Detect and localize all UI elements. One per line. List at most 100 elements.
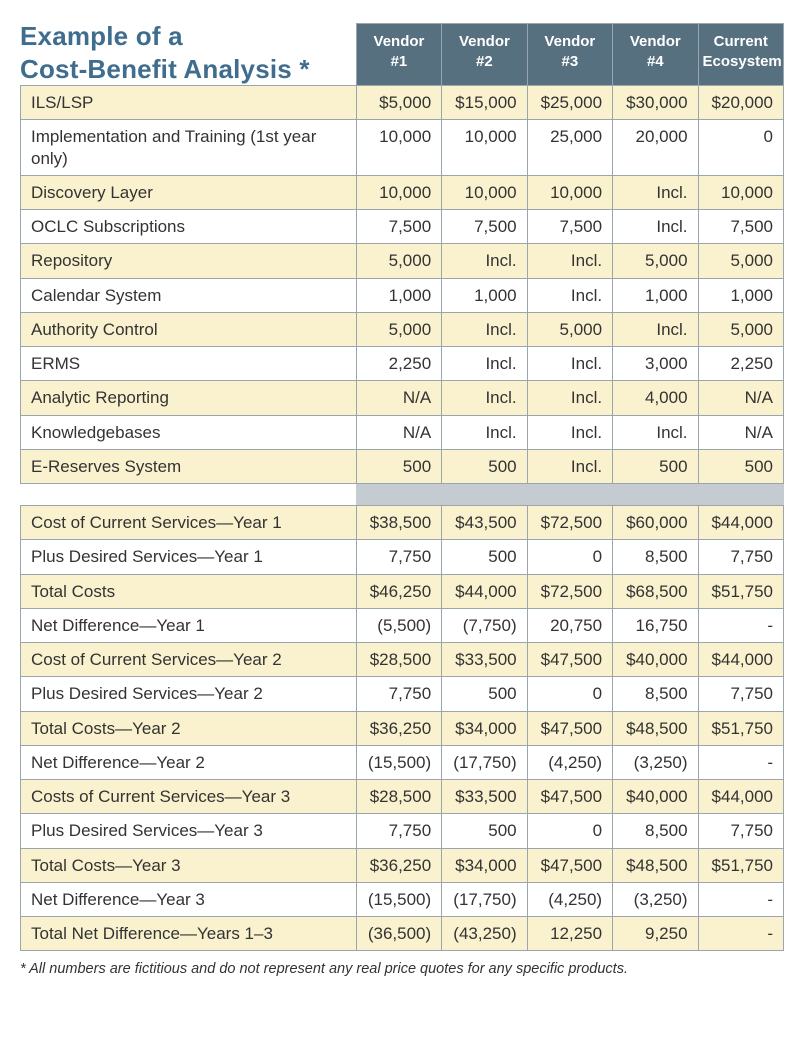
cell-value: $25,000 — [527, 86, 612, 120]
cell-value: $33,500 — [442, 643, 527, 677]
table-row: Analytic ReportingN/AIncl.Incl.4,000N/A — [21, 381, 784, 415]
cell-value: 25,000 — [527, 120, 612, 176]
cell-value: 8,500 — [613, 677, 698, 711]
table-row: E-Reserves System500500Incl.500500 — [21, 449, 784, 483]
cell-value: $47,500 — [527, 848, 612, 882]
cell-value: $51,750 — [698, 574, 783, 608]
cell-value: $40,000 — [613, 643, 698, 677]
cell-value: $36,250 — [356, 711, 441, 745]
cell-value: $34,000 — [442, 848, 527, 882]
cell-value: 12,250 — [527, 917, 612, 951]
cell-value: $36,250 — [356, 848, 441, 882]
cell-value: Incl. — [613, 415, 698, 449]
table-row: Plus Desired Services—Year 17,75050008,5… — [21, 540, 784, 574]
cell-value: $72,500 — [527, 574, 612, 608]
cell-value: N/A — [698, 415, 783, 449]
cell-value: 500 — [442, 677, 527, 711]
cell-value: $5,000 — [356, 86, 441, 120]
table-row: Net Difference—Year 2(15,500)(17,750)(4,… — [21, 745, 784, 779]
cell-value: 10,000 — [698, 175, 783, 209]
cell-value: 16,750 — [613, 608, 698, 642]
cell-value: Incl. — [442, 347, 527, 381]
cell-value: 5,000 — [356, 312, 441, 346]
cell-value: $72,500 — [527, 506, 612, 540]
row-label: Discovery Layer — [21, 175, 357, 209]
row-label: Plus Desired Services—Year 1 — [21, 540, 357, 574]
cell-value: N/A — [356, 381, 441, 415]
cell-value: Incl. — [442, 244, 527, 278]
table-row: Cost of Current Services—Year 2$28,500$3… — [21, 643, 784, 677]
cell-value: 7,750 — [698, 540, 783, 574]
cell-value: Incl. — [527, 244, 612, 278]
cell-value: Incl. — [613, 175, 698, 209]
cell-value: $60,000 — [613, 506, 698, 540]
row-label: Knowledgebases — [21, 415, 357, 449]
cell-value: $47,500 — [527, 643, 612, 677]
cell-value: 0 — [527, 814, 612, 848]
col-header: Vendor#1 — [356, 24, 441, 86]
table-row: Calendar System1,0001,000Incl.1,0001,000 — [21, 278, 784, 312]
table-row: Total Costs—Year 2$36,250$34,000$47,500$… — [21, 711, 784, 745]
title-line-1: Example of a — [20, 21, 183, 51]
table-row: Authority Control5,000Incl.5,000Incl.5,0… — [21, 312, 784, 346]
cell-value: 7,750 — [698, 814, 783, 848]
table-row: Net Difference—Year 3(15,500)(17,750)(4,… — [21, 882, 784, 916]
cell-value: 7,750 — [356, 540, 441, 574]
row-label: ERMS — [21, 347, 357, 381]
cell-value: $28,500 — [356, 643, 441, 677]
row-label: Net Difference—Year 1 — [21, 608, 357, 642]
row-label: ILS/LSP — [21, 86, 357, 120]
cell-value: 500 — [442, 449, 527, 483]
cell-value: Incl. — [527, 347, 612, 381]
cell-value: 0 — [527, 540, 612, 574]
cell-value: Incl. — [613, 312, 698, 346]
cell-value: 7,500 — [698, 210, 783, 244]
cell-value: 9,250 — [613, 917, 698, 951]
row-label: Implementation and Training (1st year on… — [21, 120, 357, 176]
cell-value: 1,000 — [442, 278, 527, 312]
cell-value: (5,500) — [356, 608, 441, 642]
cell-value: Incl. — [613, 210, 698, 244]
col-header: Vendor#4 — [613, 24, 698, 86]
cell-value: 2,250 — [698, 347, 783, 381]
cell-value: 10,000 — [527, 175, 612, 209]
cell-value: 500 — [442, 540, 527, 574]
table-row: Net Difference—Year 1(5,500)(7,750)20,75… — [21, 608, 784, 642]
cost-benefit-table-wrap: Vendor#1 Vendor#2 Vendor#3 Vendor#4 Curr… — [20, 23, 784, 951]
cell-value: $33,500 — [442, 780, 527, 814]
cell-value: (15,500) — [356, 745, 441, 779]
cell-value: 7,500 — [442, 210, 527, 244]
cell-value: 7,750 — [356, 814, 441, 848]
col-header: Vendor#3 — [527, 24, 612, 86]
table-row: Plus Desired Services—Year 37,75050008,5… — [21, 814, 784, 848]
cell-value: 0 — [527, 677, 612, 711]
cell-value: 20,750 — [527, 608, 612, 642]
row-label: Total Net Difference—Years 1–3 — [21, 917, 357, 951]
row-label: Authority Control — [21, 312, 357, 346]
row-label: Analytic Reporting — [21, 381, 357, 415]
cell-value: (17,750) — [442, 882, 527, 916]
table-row: Repository5,000Incl.Incl.5,0005,000 — [21, 244, 784, 278]
cell-value: Incl. — [442, 312, 527, 346]
cell-value: $20,000 — [698, 86, 783, 120]
row-label: Total Costs — [21, 574, 357, 608]
table-row: Implementation and Training (1st year on… — [21, 120, 784, 176]
cell-value: (15,500) — [356, 882, 441, 916]
spacer-cell — [21, 484, 357, 506]
row-label: Calendar System — [21, 278, 357, 312]
cell-value: 5,000 — [527, 312, 612, 346]
cell-value: (3,250) — [613, 745, 698, 779]
cell-value: $44,000 — [698, 643, 783, 677]
cell-value: (17,750) — [442, 745, 527, 779]
cell-value: $38,500 — [356, 506, 441, 540]
cell-value: (3,250) — [613, 882, 698, 916]
cell-value: - — [698, 745, 783, 779]
spacer-row — [21, 484, 784, 506]
cell-value: 1,000 — [356, 278, 441, 312]
cell-value: 5,000 — [698, 244, 783, 278]
cell-value: 10,000 — [356, 175, 441, 209]
table-row: ILS/LSP$5,000$15,000$25,000$30,000$20,00… — [21, 86, 784, 120]
cell-value: $43,500 — [442, 506, 527, 540]
row-label: Total Costs—Year 3 — [21, 848, 357, 882]
cell-value: $44,000 — [698, 780, 783, 814]
